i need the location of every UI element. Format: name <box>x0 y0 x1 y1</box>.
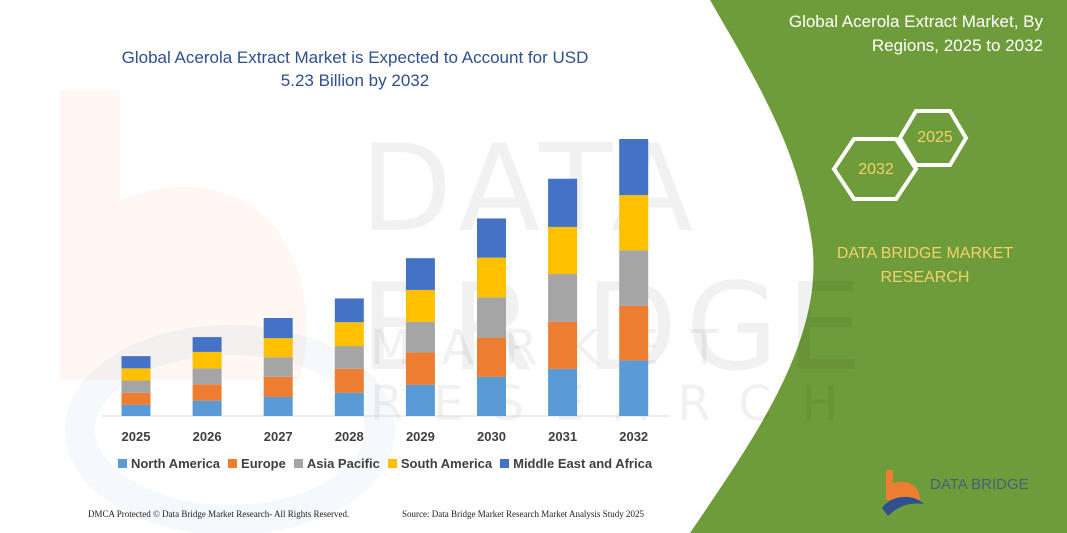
x-tick-label: 2032 <box>619 429 648 444</box>
bar-2026-middle-east-and-africa <box>192 337 222 352</box>
hexagon-2032-label: 2032 <box>858 161 894 178</box>
legend-label: Europe <box>241 456 286 471</box>
bar-2032-north-america <box>619 360 649 416</box>
legend-item: South America <box>387 456 493 471</box>
legend-label: South America <box>400 456 493 471</box>
bar-2028-asia-pacific <box>334 346 364 369</box>
bar-2025-north-america <box>121 404 151 416</box>
bar-2027-asia-pacific <box>263 357 293 377</box>
legend-swatch <box>500 459 510 468</box>
legend-swatch <box>228 459 238 468</box>
bar-2029-middle-east-and-africa <box>405 258 435 290</box>
logo-text: DATA BRIDGE <box>930 476 1029 493</box>
legend-item: Asia Pacific <box>293 456 380 471</box>
bar-2025-middle-east-and-africa <box>121 356 151 369</box>
chart-title: Global Acerola Extract Market is Expecte… <box>121 48 589 90</box>
x-tick-label: 2029 <box>406 429 435 444</box>
bar-2028-north-america <box>334 392 364 416</box>
x-tick-label: 2031 <box>548 429 577 444</box>
bar-2029-north-america <box>405 384 435 416</box>
bar-2026-north-america <box>192 400 222 416</box>
bar-2030-north-america <box>477 376 506 416</box>
bar-2025-europe <box>121 392 151 405</box>
panel-title: Global Acerola Extract Market, By Region… <box>788 12 1043 55</box>
bar-2026-south-america <box>192 351 222 369</box>
legend-label: North America <box>130 456 221 471</box>
legend-swatch <box>387 459 397 468</box>
bar-2027-south-america <box>263 338 293 358</box>
legend-label: Middle East and Africa <box>513 456 653 471</box>
stacked-bar-chart: 2025 2026 2027 2028 2029 2030 2031 2032 <box>102 139 670 444</box>
bar-2030-europe <box>477 337 506 377</box>
green-panel <box>690 0 1067 533</box>
source-text: Source: Data Bridge Market Research Mark… <box>402 509 644 519</box>
bar-2030-south-america <box>477 257 506 298</box>
legend-swatch <box>293 459 303 468</box>
bar-2031-middle-east-and-africa <box>548 178 578 227</box>
chart-legend: North America Europe Asia Pacific South Ame… <box>100 456 670 471</box>
bar-2029-south-america <box>405 289 435 322</box>
copyright-text: DMCA Protected © Data Bridge Market Rese… <box>88 509 350 519</box>
bar-2025-asia-pacific <box>121 380 151 393</box>
legend-item: North America <box>117 456 221 471</box>
bar-2032-middle-east-and-africa <box>619 139 649 196</box>
hexagon-2025-icon <box>897 109 969 167</box>
bar-2030-middle-east-and-africa <box>477 218 506 258</box>
bar-2032-south-america <box>619 195 649 251</box>
legend-item: Middle East and Africa <box>500 456 652 471</box>
bar-2026-asia-pacific <box>192 368 222 385</box>
legend-swatch <box>117 459 127 468</box>
hexagon-2032-icon <box>831 137 919 201</box>
bar-2027-north-america <box>263 396 293 416</box>
bar-2028-middle-east-and-africa <box>334 298 364 323</box>
legend-label: Asia Pacific <box>306 456 380 471</box>
hexagon-2025-label: 2025 <box>917 129 953 146</box>
x-tick-label: 2026 <box>193 429 222 444</box>
bar-2032-asia-pacific <box>619 250 649 306</box>
x-tick-label: 2030 <box>477 429 506 444</box>
brand-text: DATA BRIDGE MARKET RESEARCH <box>836 245 1014 286</box>
data-bridge-logo-icon <box>882 470 924 516</box>
bar-2029-asia-pacific <box>405 321 435 353</box>
legend-item: Europe <box>228 456 286 471</box>
bar-2031-south-america <box>548 226 578 275</box>
bar-2028-south-america <box>334 322 364 347</box>
bar-2025-south-america <box>121 368 151 381</box>
bar-2027-middle-east-and-africa <box>263 318 293 339</box>
watermark-logo-ring <box>65 325 395 533</box>
bar-2030-asia-pacific <box>477 297 506 338</box>
x-tick-label: 2027 <box>264 429 293 444</box>
bar-2031-north-america <box>548 368 578 416</box>
hexagon-badges <box>831 109 969 201</box>
x-tick-label: 2025 <box>122 429 151 444</box>
bar-2028-europe <box>334 368 364 393</box>
bar-2027-europe <box>263 376 293 397</box>
bar-2029-europe <box>405 352 435 385</box>
bar-2031-asia-pacific <box>548 274 578 322</box>
bar-2026-europe <box>192 384 222 401</box>
x-tick-label: 2028 <box>335 429 364 444</box>
bar-2032-europe <box>619 305 649 361</box>
watermark-logo-shape <box>60 90 307 380</box>
bar-2031-europe <box>548 321 578 369</box>
